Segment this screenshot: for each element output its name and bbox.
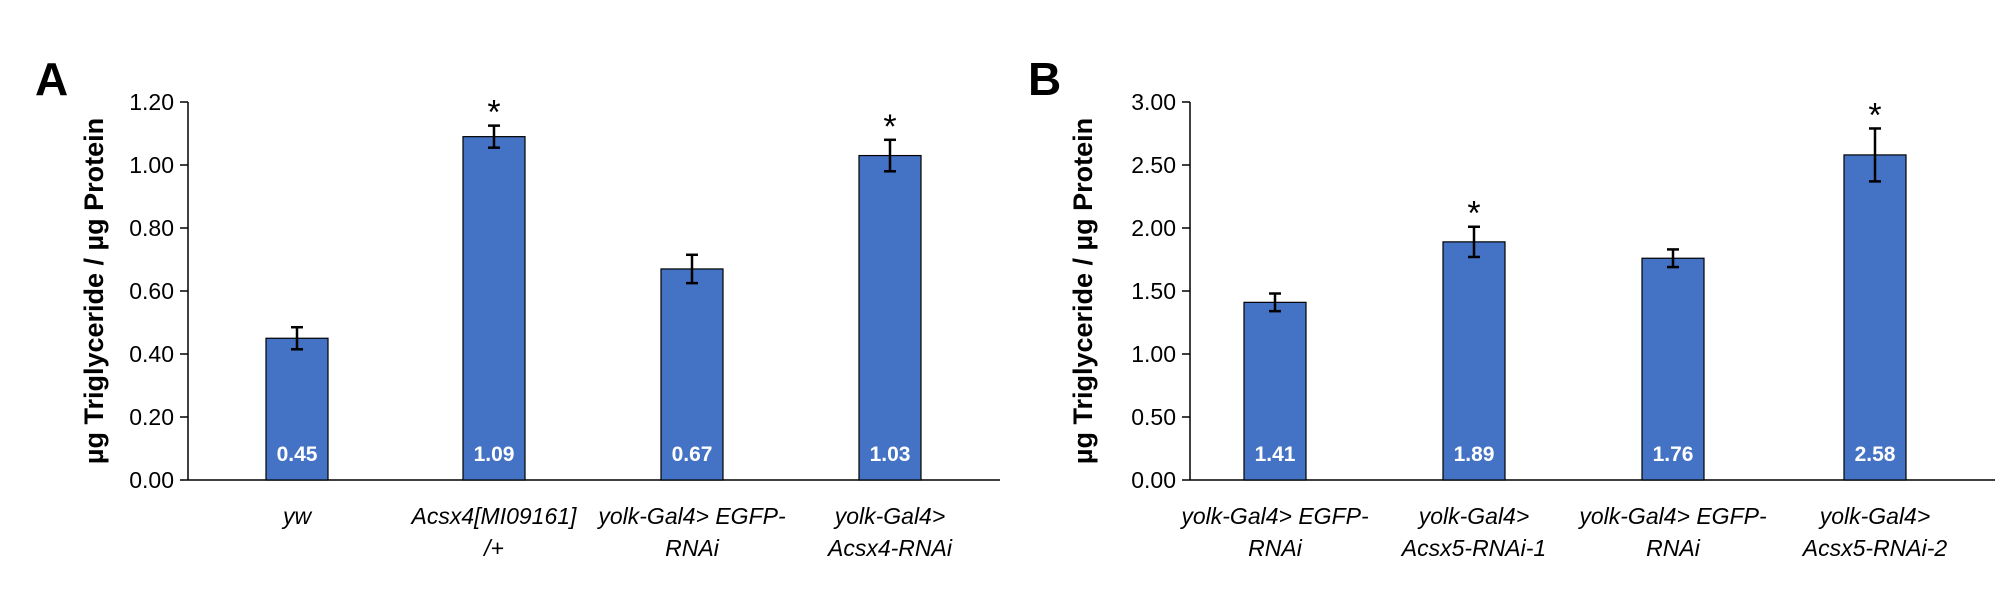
x-tick-label: RNAi <box>1646 535 1701 561</box>
significance-star: * <box>487 94 500 132</box>
x-tick-label: yolk-Gal4> EGFP- <box>1577 503 1767 529</box>
y-tick-label: 1.20 <box>129 89 174 115</box>
significance-star: * <box>1868 96 1881 134</box>
y-axis-label: µg Triglyceride / µg Protein <box>79 118 109 464</box>
panel-label: A <box>35 53 68 105</box>
panel-a-chart: Aµg Triglyceride / µg Protein 0.00 0.20 0.4… <box>35 53 1000 561</box>
x-tick-label: yolk-Gal4> EGFP- <box>596 503 786 529</box>
data-label: 1.03 <box>870 443 911 466</box>
y-tick-label: 1.00 <box>129 152 174 178</box>
y-tick-label: 2.00 <box>1131 215 1176 241</box>
y-tick-label: 0.60 <box>129 278 174 304</box>
x-tick-label: RNAi <box>665 535 720 561</box>
bar <box>1843 154 1907 481</box>
y-tick-label: 3.00 <box>1131 89 1176 115</box>
data-label: 1.09 <box>474 443 515 466</box>
data-label: 1.41 <box>1255 443 1296 466</box>
x-tick-label: yw <box>281 503 313 529</box>
bar <box>1641 257 1705 481</box>
bar <box>858 154 922 481</box>
x-tick-label: Acsx5-RNAi-1 <box>1400 535 1546 561</box>
significance-star: * <box>1467 195 1480 233</box>
bar <box>462 136 526 481</box>
x-tick-label: yolk-Gal4> <box>833 503 946 529</box>
significance-star: * <box>883 108 896 146</box>
bar <box>265 337 329 481</box>
bar <box>1243 301 1307 481</box>
y-tick-label: 1.00 <box>1131 341 1176 367</box>
x-tick-label: yolk-Gal4> <box>1818 503 1931 529</box>
data-label: 2.58 <box>1855 443 1896 466</box>
x-tick-label: yolk-Gal4> EGFP- <box>1179 503 1369 529</box>
x-tick-label: yolk-Gal4> <box>1417 503 1530 529</box>
data-label: 0.45 <box>277 443 318 466</box>
x-tick-label: /+ <box>482 535 504 561</box>
y-tick-label: 2.50 <box>1131 152 1176 178</box>
y-tick-label: 0.40 <box>129 341 174 367</box>
x-tick-label: Acsx4-RNAi <box>826 535 953 561</box>
x-tick-label: Acsx4[MI09161] <box>410 503 578 529</box>
y-tick-label: 0.00 <box>1131 467 1176 493</box>
data-label: 0.67 <box>672 443 713 466</box>
data-label: 1.76 <box>1653 443 1694 466</box>
x-tick-label: Acsx5-RNAi-2 <box>1801 535 1948 561</box>
bar <box>1442 241 1506 481</box>
y-tick-label: 0.20 <box>129 404 174 430</box>
y-tick-label: 0.00 <box>129 467 174 493</box>
bar <box>660 268 724 481</box>
y-tick-label: 1.50 <box>1131 278 1176 304</box>
panel-b-chart: Bµg Triglyceride / µg Protein 0.00 0.50 1.0… <box>1028 53 1995 561</box>
y-axis-label: µg Triglyceride / µg Protein <box>1068 118 1098 464</box>
data-label: 1.89 <box>1454 443 1495 466</box>
y-tick-label: 0.50 <box>1131 404 1176 430</box>
y-tick-label: 0.80 <box>129 215 174 241</box>
x-tick-label: RNAi <box>1248 535 1303 561</box>
panel-label: B <box>1028 53 1061 105</box>
